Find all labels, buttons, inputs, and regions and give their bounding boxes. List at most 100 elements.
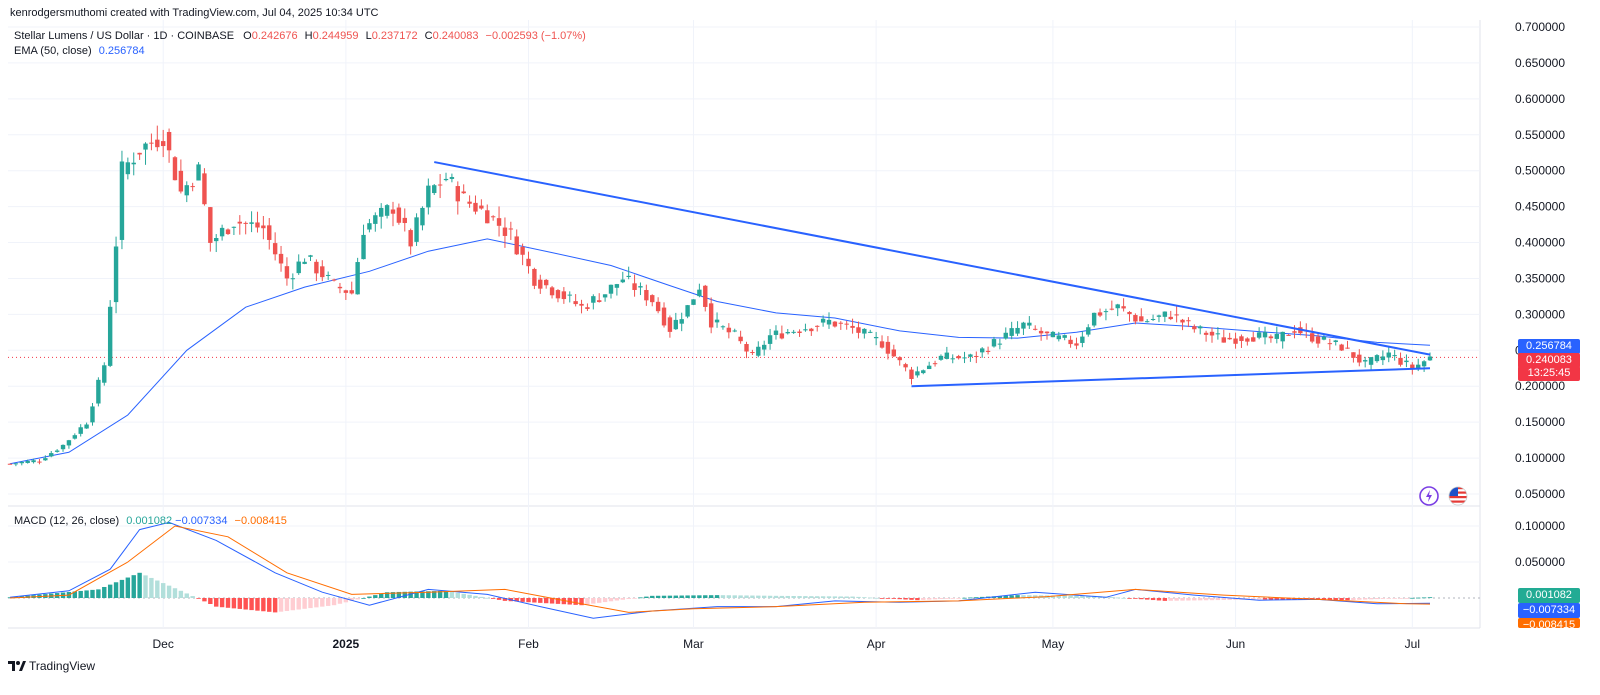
candle-body <box>903 364 908 368</box>
candle-body <box>673 319 679 330</box>
macd-histogram-bar <box>337 598 343 604</box>
candle-body <box>343 290 349 293</box>
macd-legend[interactable]: MACD (12, 26, close) 0.001082 −0.007334 … <box>14 515 287 527</box>
symbol-title[interactable]: Stellar Lumens / US Dollar · 1D · COINBA… <box>14 30 235 42</box>
candle-body <box>1021 322 1026 329</box>
candle-body <box>744 344 749 352</box>
brand-name: TradingView <box>29 659 96 673</box>
macd-signal-badge: −0.008415 <box>1518 618 1580 628</box>
candle-body <box>756 346 761 356</box>
candle-body <box>496 218 502 226</box>
macd-histogram-bar <box>1156 598 1162 601</box>
ema-legend[interactable]: EMA (50, close) 0.256784 <box>14 45 145 57</box>
macd-histogram-bar <box>1333 598 1338 601</box>
candle-body <box>325 274 331 276</box>
macd-histogram-bar <box>885 598 891 599</box>
candle-body <box>1339 344 1344 351</box>
candle-body <box>261 225 266 229</box>
macd-histogram-bar <box>1292 598 1297 600</box>
candle-body <box>113 246 119 303</box>
candle-body <box>25 461 30 463</box>
close-price-badge: 0.240083 <box>1518 353 1580 368</box>
macd-histogram-bar <box>826 596 832 598</box>
candle-body <box>1139 316 1144 322</box>
macd-histogram-bar <box>673 595 679 598</box>
macd-histogram-bar <box>243 598 248 610</box>
candle-body <box>13 463 19 465</box>
tradingview-logo[interactable]: TradingView <box>8 659 95 673</box>
macd-histogram-bar <box>119 579 125 598</box>
macd-histogram-bar <box>155 580 160 598</box>
candle-body <box>714 319 720 323</box>
candle-body <box>102 365 107 383</box>
candle-body <box>379 207 384 217</box>
candle-body <box>455 186 461 202</box>
price-tick-label: 0.050000 <box>1515 487 1565 501</box>
candle-body <box>107 306 113 366</box>
candle-body <box>1309 333 1315 342</box>
macd-histogram-bar <box>284 598 290 611</box>
macd-histogram-bar <box>390 592 396 598</box>
macd-histogram-bar <box>196 598 201 599</box>
price-tick-label: 0.300000 <box>1515 307 1565 321</box>
candle-body <box>1227 337 1232 340</box>
candle-body <box>119 161 125 240</box>
macd-histogram-bar <box>343 598 349 603</box>
candle-body <box>43 458 48 461</box>
macd-histogram-bar <box>84 590 89 598</box>
macd-histogram-bar <box>1015 595 1020 598</box>
macd-histogram-bar <box>1233 598 1238 600</box>
macd-histogram-bar <box>608 598 614 602</box>
candle-body <box>1392 355 1397 357</box>
candle-body <box>791 331 796 333</box>
candle-body <box>278 253 284 264</box>
macd-histogram-bar <box>237 598 242 609</box>
candle-body <box>408 230 413 247</box>
price-tick-label: 0.400000 <box>1515 236 1565 250</box>
candle-body <box>432 185 437 194</box>
lightning-icon[interactable] <box>1418 485 1440 507</box>
macd-histogram-bar <box>296 598 301 610</box>
candle-body <box>703 285 708 307</box>
macd-histogram-bar <box>926 598 932 600</box>
macd-histogram-bar <box>1351 598 1356 600</box>
macd-histogram-bar <box>449 591 455 598</box>
macd-histogram-bar <box>1268 598 1274 600</box>
candle-body <box>868 331 873 333</box>
candle-body <box>1215 333 1221 335</box>
macd-histogram-bar <box>1180 598 1185 601</box>
macd-histogram-bar <box>932 598 938 600</box>
macd-histogram-bar <box>473 595 478 598</box>
macd-histogram-bar <box>868 597 873 599</box>
macd-histogram-bar <box>325 598 331 606</box>
candle-body <box>650 295 655 303</box>
candle-body <box>1109 308 1115 310</box>
macd-histogram-bar <box>149 577 154 598</box>
candle-body <box>1416 364 1421 370</box>
candle-body <box>921 370 926 374</box>
macd-histogram-bar <box>349 598 354 601</box>
candle-body <box>1150 318 1156 320</box>
candle-body <box>1321 336 1327 340</box>
trendlines[interactable] <box>434 161 1431 388</box>
macd-histogram-bar <box>667 595 673 598</box>
macd-histogram-bar <box>626 598 631 599</box>
macd-histogram-bar <box>856 596 861 598</box>
candle-body <box>679 319 684 324</box>
candle-body <box>255 222 260 228</box>
macd-histogram-bar <box>1009 595 1014 598</box>
macd-histogram-bar <box>579 598 584 606</box>
candle-body <box>308 255 313 257</box>
candle-body <box>1203 332 1209 335</box>
macd-histogram-bar <box>791 596 796 598</box>
candle-body <box>779 333 785 339</box>
candle-body <box>1144 321 1150 323</box>
macd-histogram-bar <box>1345 598 1350 601</box>
macd-label: MACD (12, 26, close) <box>14 515 120 527</box>
candle-body <box>974 355 979 357</box>
macd-histogram-bar <box>844 596 849 598</box>
candle-body <box>909 369 914 379</box>
us-flag-icon[interactable] <box>1447 485 1469 507</box>
candle-body <box>520 246 525 255</box>
